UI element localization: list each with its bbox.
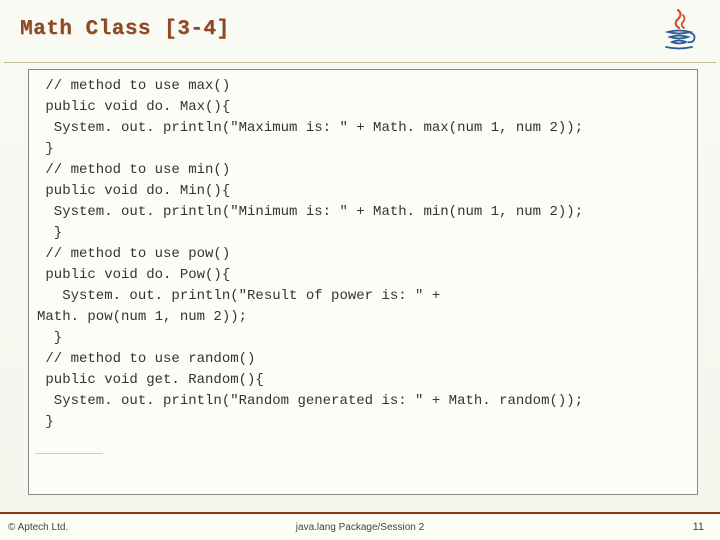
code-line: } bbox=[37, 412, 689, 433]
java-logo-icon bbox=[656, 6, 702, 52]
page-number: 11 bbox=[693, 521, 704, 533]
header-divider bbox=[4, 62, 716, 63]
code-line: public void get. Random(){ bbox=[37, 370, 689, 391]
code-line: System. out. println("Random generated i… bbox=[37, 391, 689, 412]
code-line: // method to use pow() bbox=[37, 244, 689, 265]
code-line: // method to use min() bbox=[37, 160, 689, 181]
inner-separator bbox=[35, 453, 103, 454]
code-block: // method to use max() public void do. M… bbox=[28, 69, 698, 495]
slide-footer: © Aptech Ltd. java.lang Package/Session … bbox=[0, 512, 720, 540]
code-line: System. out. println("Maximum is: " + Ma… bbox=[37, 118, 689, 139]
slide-title: Math Class [3-4] bbox=[20, 18, 700, 41]
code-line: Math. pow(num 1, num 2)); bbox=[37, 307, 689, 328]
code-line: // method to use max() bbox=[37, 76, 689, 97]
copyright-text: © Aptech Ltd. bbox=[8, 522, 68, 533]
code-line: public void do. Max(){ bbox=[37, 97, 689, 118]
session-text: java.lang Package/Session 2 bbox=[296, 522, 424, 533]
slide-header: Math Class [3-4] bbox=[0, 0, 720, 60]
code-line: public void do. Min(){ bbox=[37, 181, 689, 202]
code-line: } bbox=[37, 223, 689, 244]
code-line: System. out. println("Minimum is: " + Ma… bbox=[37, 202, 689, 223]
code-line: // method to use random() bbox=[37, 349, 689, 370]
code-line: System. out. println("Result of power is… bbox=[37, 286, 689, 307]
code-line: public void do. Pow(){ bbox=[37, 265, 689, 286]
code-line: } bbox=[37, 328, 689, 349]
code-line: } bbox=[37, 139, 689, 160]
